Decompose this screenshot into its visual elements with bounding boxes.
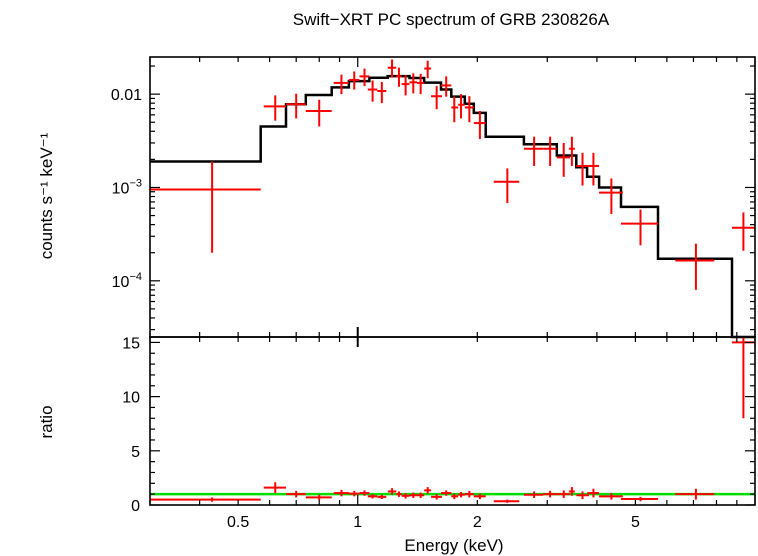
- ratio-point: [473, 493, 486, 500]
- data-point: [440, 76, 452, 97]
- ratio-point: [424, 487, 432, 494]
- ratio-point: [543, 490, 557, 498]
- ratio-point: [451, 493, 459, 500]
- ratio-y-tick-label: 10: [122, 390, 140, 407]
- data-point: [731, 212, 755, 251]
- ratio-panel: 0 5 10 15 0.5 1 2 5: [122, 327, 756, 531]
- spectrum-plot-frame: [149, 56, 756, 338]
- data-point: [543, 136, 557, 166]
- data-point: [493, 168, 520, 204]
- ratio-point: [599, 493, 623, 500]
- data-point: [367, 80, 378, 102]
- tick-exponent: −3: [129, 177, 142, 189]
- x-tick-label: 0.5: [227, 514, 249, 531]
- data-point: [396, 67, 402, 87]
- ratio-y-tick-label: 5: [131, 444, 140, 461]
- data-point: [348, 71, 360, 90]
- ratio-plot-frame: [149, 336, 756, 506]
- ratio-point: [440, 490, 452, 496]
- ratio-point: [464, 490, 474, 498]
- ratio-point: [396, 491, 402, 497]
- data-point: [263, 95, 287, 121]
- x-tick-label: 5: [631, 514, 640, 531]
- ratio-point: [333, 489, 349, 497]
- data-point: [473, 110, 486, 140]
- ratio-point: [367, 494, 378, 499]
- ratio-point: [458, 491, 465, 498]
- ratio-point: [359, 490, 370, 496]
- ratio-point: [431, 494, 443, 500]
- ratio-point: [675, 488, 715, 500]
- ratio-point: [587, 488, 600, 498]
- data-point: [621, 209, 659, 246]
- data-point: [599, 178, 623, 214]
- spectrum-y-tick-label: 10−4: [112, 271, 142, 291]
- data-point: [576, 152, 589, 186]
- ratio-point: [377, 494, 387, 500]
- ratio-point: [556, 490, 570, 498]
- ratio-point: [621, 496, 659, 502]
- data-point: [675, 243, 715, 290]
- ratio-point: [576, 491, 589, 500]
- data-point: [424, 60, 432, 79]
- data-point: [568, 136, 575, 166]
- ratio-point: [401, 493, 410, 499]
- spectrum-y-axis-label: counts s⁻¹ keV⁻¹: [37, 132, 56, 259]
- model-step-line: [150, 74, 755, 339]
- ratio-point: [286, 490, 306, 498]
- data-point: [387, 59, 397, 78]
- data-point: [286, 93, 306, 119]
- ratio-point: [150, 497, 261, 502]
- data-point: [464, 96, 474, 123]
- x-axis-label: Energy (keV): [404, 536, 503, 555]
- data-point: [305, 99, 332, 127]
- ratio-point: [305, 494, 332, 501]
- ratio-point: [409, 492, 418, 498]
- data-point: [458, 94, 465, 119]
- ratio-y-tick-label: 0: [131, 498, 140, 515]
- chart-title: Swift−XRT PC spectrum of GRB 230826A: [293, 10, 610, 29]
- ratio-point: [387, 488, 397, 495]
- tick-base: 10: [112, 274, 130, 291]
- ratio-point: [348, 490, 360, 497]
- ratio-point: [263, 482, 287, 494]
- ratio-point: [523, 491, 544, 498]
- tick-exponent: −4: [129, 271, 142, 283]
- data-point: [587, 152, 600, 186]
- ratio-point: [731, 337, 755, 419]
- spectrum-y-tick-label: 10−3: [112, 177, 142, 197]
- data-point: [150, 161, 261, 253]
- data-point: [333, 74, 349, 95]
- ratio-point: [568, 487, 575, 496]
- data-point: [401, 75, 410, 96]
- data-point: [451, 96, 459, 123]
- data-point: [523, 136, 544, 166]
- tick-base: 10: [112, 180, 130, 197]
- data-point: [359, 68, 370, 87]
- spectrum-y-tick-label: 0.01: [111, 87, 142, 104]
- data-point: [377, 81, 387, 104]
- x-tick-label: 1: [353, 514, 362, 531]
- ratio-y-tick-label: 15: [122, 335, 140, 352]
- data-point: [417, 73, 425, 95]
- ratio-y-axis-label: ratio: [37, 405, 56, 438]
- data-point: [409, 73, 418, 94]
- data-point: [431, 86, 443, 110]
- ratio-point: [493, 499, 520, 503]
- ratio-point: [417, 492, 425, 498]
- x-tick-label: 2: [473, 514, 482, 531]
- data-point: [556, 142, 570, 177]
